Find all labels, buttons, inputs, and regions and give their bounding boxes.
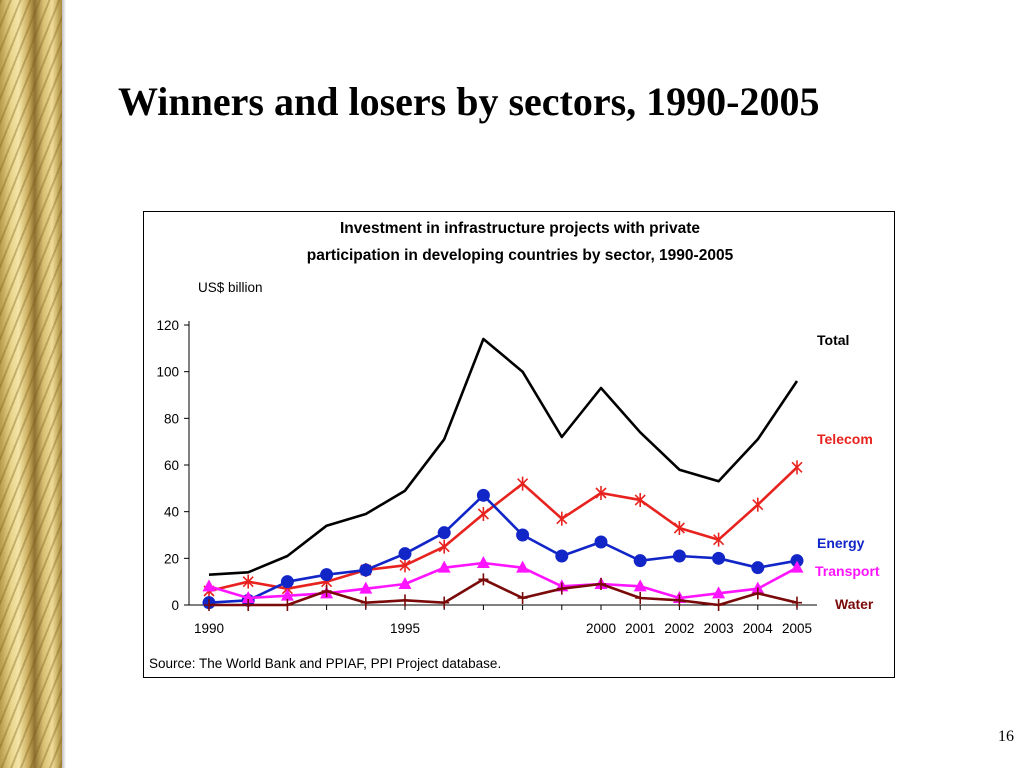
water-data-point — [204, 599, 214, 611]
water-data-point — [439, 596, 450, 609]
water-series-line — [209, 577, 798, 607]
telecom-data-point — [713, 532, 725, 547]
chart-source-note: Source: The World Bank and PPIAF, PPI Pr… — [149, 656, 502, 671]
transport-data-point — [202, 579, 216, 592]
telecom-data-point — [438, 539, 450, 554]
water-data-point — [243, 599, 254, 611]
transport-series-line — [208, 561, 798, 600]
water-data-point — [517, 592, 528, 604]
x-tick-label: 2000 — [586, 621, 616, 636]
transport-data-point — [437, 560, 451, 573]
energy-data-point — [516, 528, 530, 542]
y-tick-label: 40 — [164, 505, 179, 520]
decorative-left-border — [0, 0, 66, 768]
transport-data-point — [790, 560, 804, 573]
transport-data-point — [516, 560, 530, 573]
energy-data-point — [280, 575, 294, 589]
water-data-point — [360, 596, 371, 609]
energy-data-point — [359, 563, 373, 577]
chart-title-line2: participation in developing countries by… — [306, 247, 734, 264]
telecom-series-label: Telecom — [817, 431, 873, 447]
energy-series-label: Energy — [817, 535, 865, 551]
water-data-point — [321, 585, 332, 597]
energy-data-point — [633, 554, 647, 568]
water-data-point — [635, 592, 646, 604]
y-tick-label: 20 — [164, 551, 179, 566]
telecom-data-point — [556, 511, 568, 526]
y-tick-label: 100 — [156, 365, 179, 380]
y-tick-label: 60 — [164, 458, 179, 473]
transport-series-label: Transport — [815, 563, 880, 579]
energy-data-point — [476, 488, 490, 502]
x-tick-label: 2002 — [664, 621, 694, 636]
water-data-point — [674, 594, 685, 607]
energy-data-point — [594, 535, 608, 549]
x-tick-label: 2001 — [625, 621, 655, 636]
telecom-data-point — [517, 476, 529, 491]
transport-data-point — [359, 581, 373, 594]
y-tick-label: 120 — [156, 318, 179, 333]
telecom-data-point — [752, 497, 764, 512]
energy-data-point — [751, 561, 765, 575]
energy-data-point — [437, 526, 451, 540]
total-series-line — [208, 337, 799, 576]
water-series-label: Water — [835, 596, 874, 612]
total-series-label: Total — [817, 332, 849, 348]
telecom-data-point — [399, 558, 411, 573]
x-tick-label: 2004 — [743, 621, 774, 636]
water-data-point — [556, 582, 567, 595]
water-data-point — [713, 599, 724, 611]
water-data-point — [596, 578, 606, 590]
x-tick-label: 2005 — [782, 621, 812, 636]
telecom-data-point — [634, 493, 646, 507]
energy-series-line — [208, 493, 798, 604]
slide-title: Winners and losers by sectors, 1990-2005 — [118, 79, 820, 124]
y-tick-label: 0 — [171, 598, 179, 613]
water-data-point — [282, 599, 293, 611]
telecom-series-line — [208, 466, 798, 593]
chart-title-line1: Investment in infrastructure projects wi… — [339, 220, 701, 237]
telecom-data-point — [477, 507, 489, 521]
telecom-data-point — [673, 521, 685, 535]
y-tick-label: 80 — [164, 411, 179, 426]
chart-frame: Investment in infrastructure projects wi… — [143, 211, 895, 678]
transport-data-point — [280, 588, 294, 601]
energy-data-point — [712, 551, 726, 565]
energy-data-point — [398, 547, 412, 561]
x-tick-label: 1995 — [390, 621, 420, 636]
transport-data-point — [476, 556, 490, 568]
line-chart-plot: 0 20 40 60 80 100 120 1990 1995 2000 2001 2002 2003 2… — [156, 318, 880, 636]
energy-data-point — [790, 554, 804, 568]
telecom-data-point — [791, 460, 803, 475]
x-tick-label: 1990 — [194, 621, 224, 636]
telecom-data-point — [595, 486, 607, 500]
water-data-point — [752, 587, 763, 600]
transport-data-point — [398, 577, 412, 589]
water-data-point — [792, 596, 802, 609]
water-data-point — [478, 573, 489, 586]
transport-data-point — [633, 579, 647, 592]
energy-data-point — [555, 549, 569, 563]
telecom-data-point — [242, 574, 254, 589]
energy-data-point — [672, 549, 686, 563]
page-number: 16 — [998, 728, 1014, 745]
transport-data-point — [712, 586, 726, 599]
water-data-point — [400, 594, 410, 607]
transport-data-point — [241, 591, 255, 603]
energy-data-point — [320, 568, 334, 582]
y-axis-unit-label: US$ billion — [198, 280, 263, 295]
x-tick-label: 2003 — [704, 621, 734, 636]
